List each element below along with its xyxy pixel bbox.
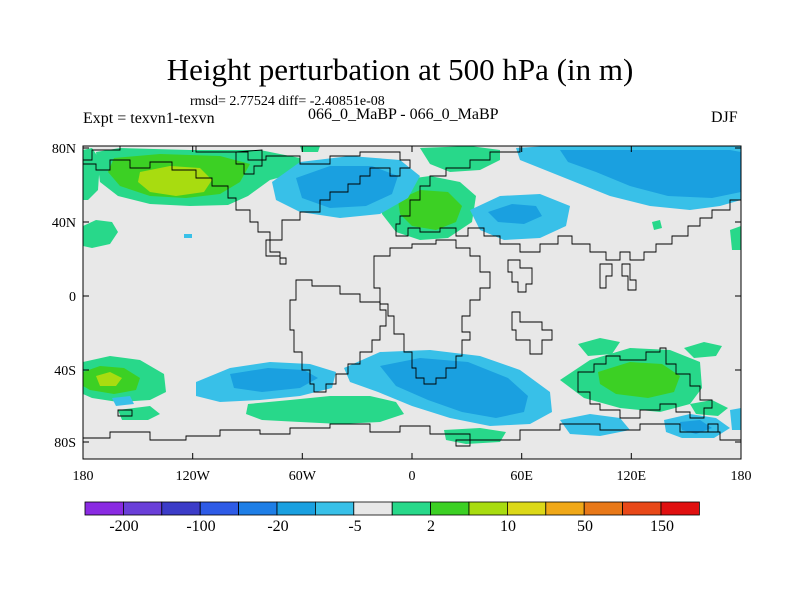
contour-positive-region <box>420 146 500 172</box>
lat-tick-label: 40N <box>52 216 76 231</box>
colorbar-labels: -200 -100 -20 -5 2 10 50 150 <box>109 518 674 535</box>
colorbar-label: -200 <box>109 518 138 535</box>
contour-negative-region <box>296 166 398 208</box>
contour-positive-region <box>300 146 320 152</box>
lon-tick-label: 60W <box>289 469 317 484</box>
coastline-india <box>507 259 533 293</box>
colorbar-swatch <box>276 501 316 516</box>
contour-positive-region <box>118 406 160 420</box>
contour-field <box>83 146 741 459</box>
axis-ticks <box>82 146 742 459</box>
colorbar-swatch <box>545 501 585 516</box>
contour-positive-region <box>598 362 680 398</box>
colorbar-label: -100 <box>186 518 215 535</box>
lat-tick-label: 40S <box>54 364 76 379</box>
lon-tick-label: 180 <box>731 469 752 484</box>
coastline-southeast-asia <box>599 263 613 289</box>
continent-outlines <box>83 145 742 447</box>
contour-positive-region <box>96 372 122 386</box>
colorbar-swatch <box>314 501 355 516</box>
lon-tick-label: 60E <box>510 469 533 484</box>
plot-title: Height perturbation at 500 hPa (in m) <box>166 52 634 87</box>
colorbar-label: 2 <box>427 518 435 535</box>
contour-positive-region <box>652 220 662 230</box>
contour-positive-region <box>246 396 404 424</box>
latitude-labels: 80N 40N 0 40S 80S <box>52 142 76 451</box>
coastline-small-island <box>707 423 719 433</box>
colorbar-swatch <box>506 501 547 516</box>
colorbar-swatch <box>468 501 508 516</box>
contour-positive-region <box>578 338 620 356</box>
colorbar-swatch <box>430 501 470 516</box>
comparison-label: 066_0_MaBP - 066_0_MaBP <box>308 106 499 123</box>
colorbar-swatch <box>123 501 163 516</box>
coastline-australia <box>577 347 713 419</box>
colorbar-swatch <box>84 501 124 516</box>
lon-tick-label: 0 <box>409 469 416 484</box>
lat-tick-label: 80N <box>52 142 76 157</box>
colorbar-label: 10 <box>500 518 516 535</box>
colorbar-label: 150 <box>650 518 674 535</box>
colorbar-swatch <box>622 501 662 516</box>
colorbar <box>84 501 700 516</box>
coastline-eurasia <box>395 145 742 261</box>
colorbar-swatch <box>353 501 393 516</box>
contour-negative-region <box>488 204 542 224</box>
rmsd-diff-stats: rmsd= 2.77524 diff= -2.40851e-08 <box>190 94 385 109</box>
contour-negative-region <box>112 396 134 406</box>
colorbar-swatch <box>391 501 432 516</box>
contour-positive-region <box>83 220 118 248</box>
longitude-labels: 180 120W 60W 0 60E 120E 180 <box>73 469 752 484</box>
coastline-south-america <box>289 279 387 393</box>
colorbar-label: 50 <box>577 518 593 535</box>
coastline-central-america <box>265 239 287 265</box>
coastline-madagascar <box>511 311 553 355</box>
contour-positive-region <box>730 226 741 250</box>
contour-negative-region <box>560 414 630 436</box>
contour-negative-region <box>560 150 741 198</box>
colorbar-swatch <box>583 501 624 516</box>
lon-tick-label: 120E <box>617 469 647 484</box>
lat-tick-label: 0 <box>69 290 76 305</box>
coastline-new-zealand <box>117 409 133 417</box>
contour-negative-region <box>184 234 192 238</box>
contour-positive-region <box>83 148 100 200</box>
lon-tick-label: 180 <box>73 469 94 484</box>
lat-tick-label: 80S <box>54 436 76 451</box>
colorbar-swatch <box>238 501 278 516</box>
colorbar-label: -5 <box>348 518 361 535</box>
lon-tick-label: 120W <box>176 469 211 484</box>
season-label: DJF <box>711 109 738 126</box>
coastline-greenland <box>235 149 263 175</box>
contour-negative-region <box>680 420 712 434</box>
colorbar-swatch <box>660 501 700 516</box>
colorbar-swatch <box>199 501 239 516</box>
contour-negative-region <box>230 368 318 392</box>
coastline-island <box>621 263 637 291</box>
contour-positive-region <box>684 342 722 358</box>
coastline-small-island <box>455 439 471 447</box>
colorbar-label: -20 <box>267 518 288 535</box>
coastline-antarctica <box>83 423 741 441</box>
contour-positive-region <box>138 166 212 196</box>
contour-negative-region <box>730 408 741 430</box>
contour-negative-region <box>380 358 528 418</box>
coastline-africa <box>373 239 491 385</box>
colorbar-swatch <box>161 501 201 516</box>
coastline-north-america <box>83 145 411 241</box>
experiment-label: Expt = texvn1-texvn <box>83 110 215 127</box>
